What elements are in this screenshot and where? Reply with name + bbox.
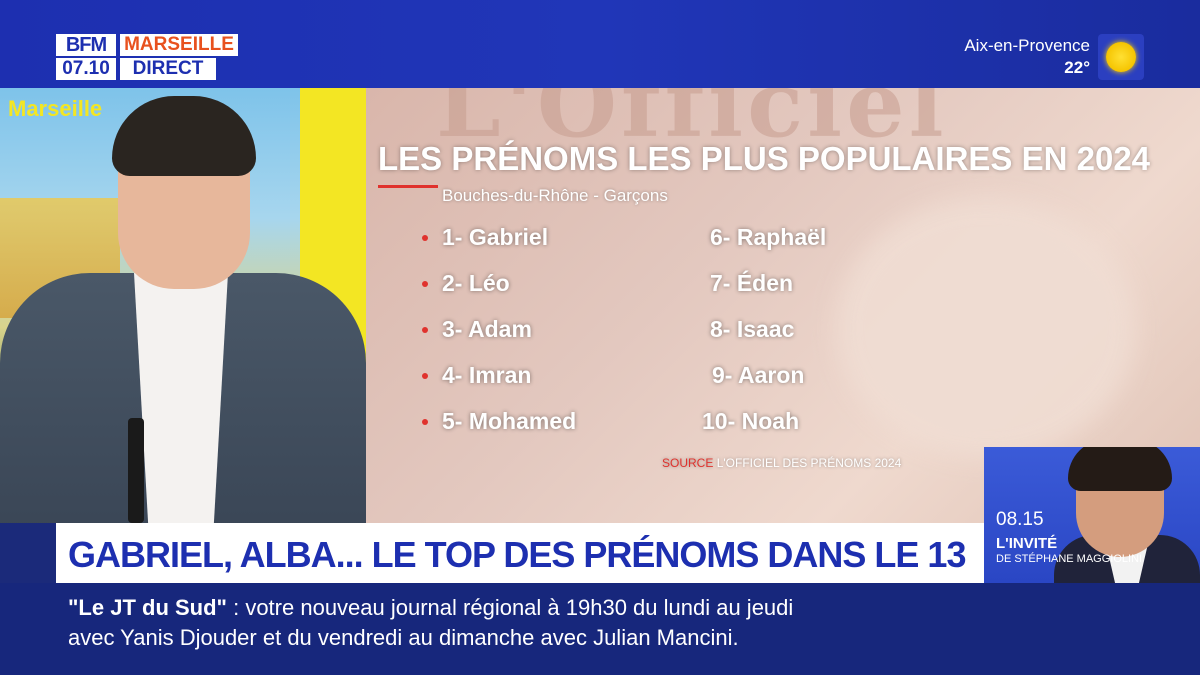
list-bullet — [422, 281, 428, 287]
headline-banner: GABRIEL, ALBA... LE TOP DES PRÉNOMS DANS… — [56, 523, 984, 583]
list-bullet — [422, 235, 428, 241]
source-text: L'OFFICIEL DES PRÉNOMS 2024 — [716, 456, 902, 470]
name-rank-10: 10- Noah — [702, 408, 800, 434]
graphic-source: SOURCE L'OFFICIEL DES PRÉNOMS 2024 — [662, 456, 901, 470]
ticker-line-2: avec Yanis Djouder et du vendredi au dim… — [68, 625, 739, 650]
clock-time: 07.10 — [56, 58, 116, 80]
name-rank-6: 6- Raphaël — [710, 224, 827, 250]
inset-sublabel: DE STÉPHANE MAGGIOLINI — [996, 553, 1143, 565]
sun-icon — [1106, 42, 1136, 72]
anchor-shirt — [134, 273, 228, 523]
ticker-line-1-text: : votre nouveau journal régional à 19h30… — [226, 595, 794, 620]
guest-inset: 08.15 L'INVITÉ DE STÉPHANE MAGGIOLINI — [984, 447, 1200, 583]
name-rank-3: 3- Adam — [442, 316, 532, 342]
headline-text: GABRIEL, ALBA... LE TOP DES PRÉNOMS DANS… — [68, 534, 966, 575]
name-rank-8: 8- Isaac — [710, 316, 795, 342]
studio-camera-feed: Marseille — [0, 88, 366, 523]
graphic-title: LES PRÉNOMS LES PLUS POPULAIRES EN 2024 — [378, 140, 1151, 177]
list-bullet — [422, 419, 428, 425]
background-watermark: L'Officiel — [436, 88, 948, 158]
channel-logo: BFM — [56, 34, 116, 56]
guest-hair — [1068, 447, 1172, 491]
top-bar: BFM 07.10 MARSEILLE DIRECT Aix-en-Proven… — [0, 0, 1200, 88]
channel-city: MARSEILLE — [120, 34, 238, 56]
microphone — [128, 418, 144, 523]
live-badge: DIRECT — [120, 58, 216, 80]
ticker-show-name: "Le JT du Sud" — [68, 595, 227, 620]
background-baby-photo — [836, 198, 1136, 458]
weather-city: Aix-en-Provence — [964, 36, 1090, 55]
weather-temperature: 22° — [1064, 58, 1090, 77]
name-rank-7: 7- Éden — [710, 270, 794, 296]
weather-icon-box — [1098, 34, 1144, 80]
ticker-line-1: "Le JT du Sud" : votre nouveau journal r… — [68, 595, 793, 621]
anchor-hair — [112, 96, 256, 176]
name-rank-2: 2- Léo — [442, 270, 510, 296]
inset-time: 08.15 — [996, 509, 1044, 530]
title-accent-rule — [378, 185, 438, 188]
inset-label: L'INVITÉ — [996, 535, 1058, 552]
list-bullet — [422, 327, 428, 333]
name-rank-4: 4- Imran — [442, 362, 532, 388]
graphic-subtitle: Bouches-du-Rhône - Garçons — [442, 186, 668, 205]
backdrop-label: Marseille — [8, 96, 103, 121]
name-rank-1: 1- Gabriel — [442, 224, 549, 250]
name-rank-5: 5- Mohamed — [442, 408, 577, 434]
list-bullet — [422, 373, 428, 379]
name-rank-9: 9- Aaron — [712, 362, 805, 388]
source-tag: SOURCE — [662, 456, 714, 470]
news-ticker: "Le JT du Sud" : votre nouveau journal r… — [0, 583, 1200, 675]
